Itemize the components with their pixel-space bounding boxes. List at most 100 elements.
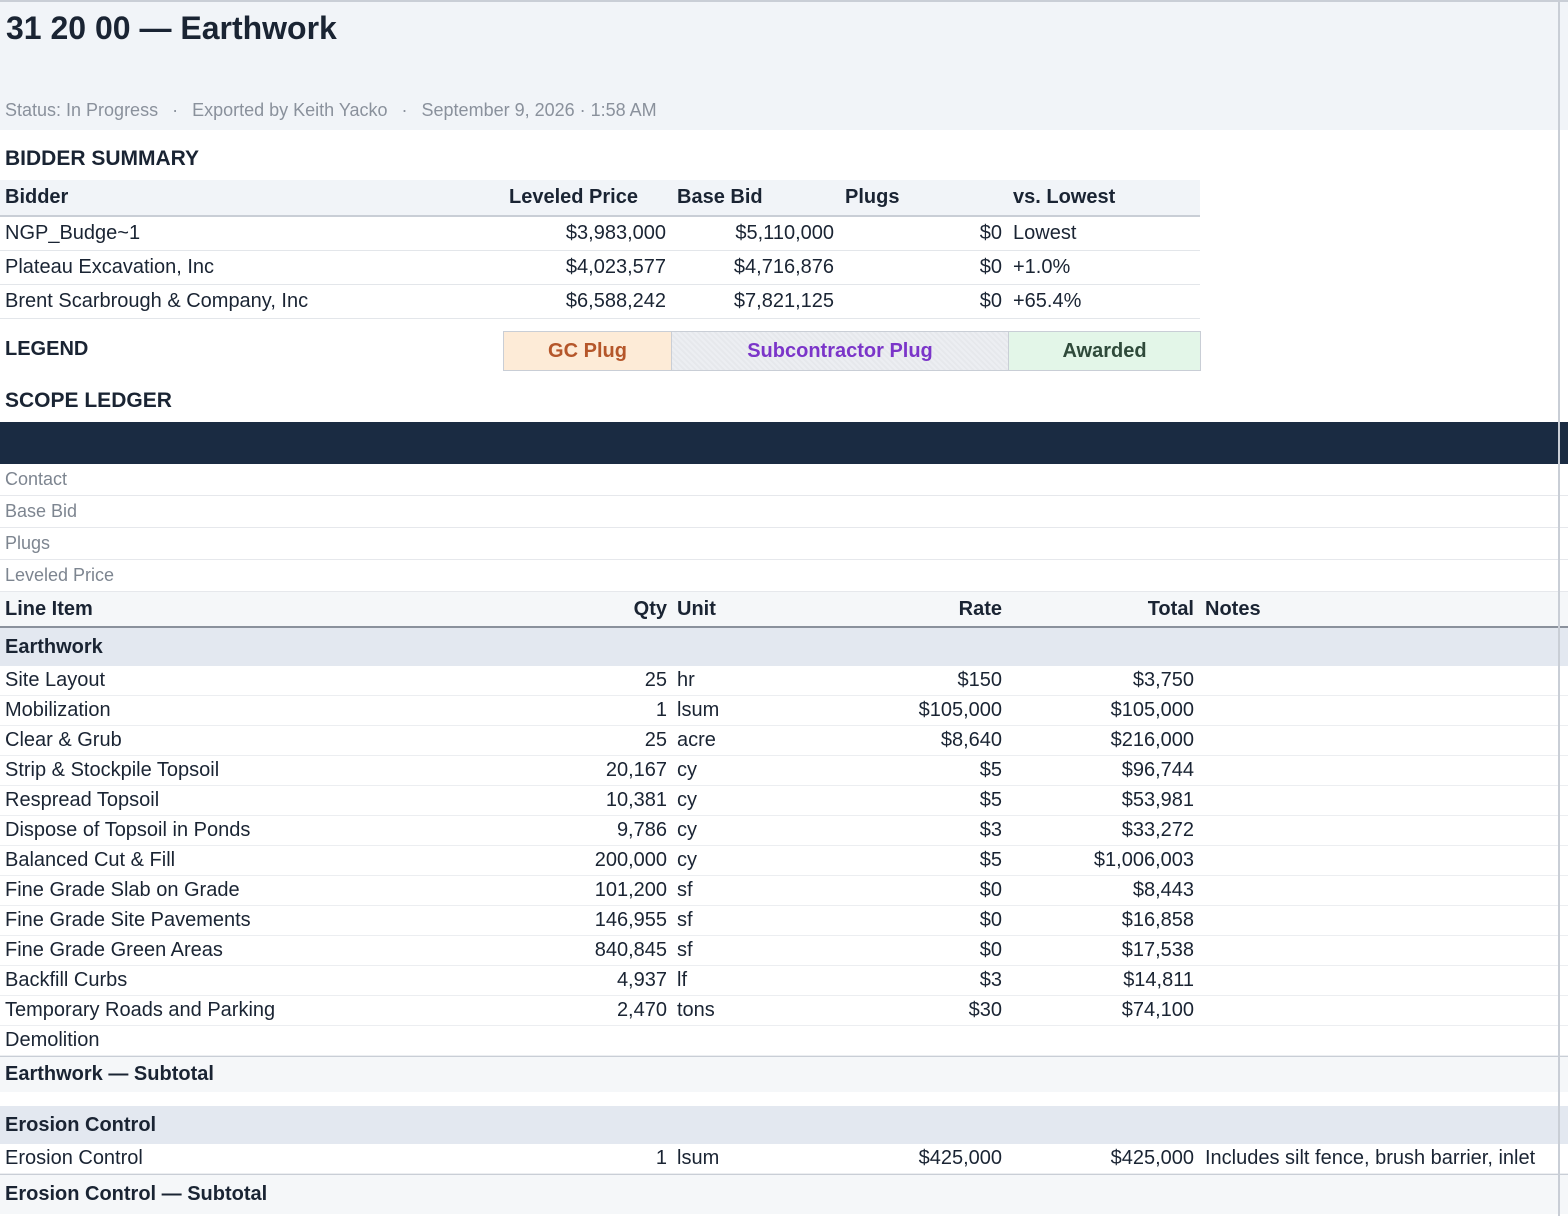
line-item-name: Fine Grade Slab on Grade: [5, 879, 240, 901]
col-total: Total: [1147, 597, 1194, 620]
table-row: Backfill Curbs 4,937 lf $3 $14,811: [0, 966, 1568, 996]
group-header-row: Erosion Control: [0, 1106, 1568, 1144]
qty-value: [560, 1026, 667, 1055]
line-item-name: Demolition: [5, 1029, 100, 1051]
col-plugs: Plugs: [845, 186, 900, 208]
base-bid: $5,110,000: [735, 222, 834, 244]
bidder-name: NGP_Budge~1: [5, 222, 141, 244]
legend-subcontractor-plug: Subcontractor Plug: [671, 331, 1009, 371]
line-item-name: Fine Grade Green Areas: [5, 939, 223, 961]
rate-value: $150: [957, 669, 1003, 691]
total-value: $425,000: [1110, 1147, 1194, 1169]
col-leveled-price: Leveled Price: [509, 186, 638, 208]
unit-value: acre: [677, 729, 716, 751]
unit-value: cy: [677, 789, 697, 811]
vs-lowest: +1.0%: [1013, 256, 1071, 278]
qty-value: 20,167: [605, 759, 667, 781]
line-item-name: Strip & Stockpile Topsoil: [5, 759, 220, 781]
leveled-price: $3,983,000: [565, 222, 666, 244]
line-item-name: Fine Grade Site Pavements: [5, 909, 251, 931]
col-vs-lowest: vs. Lowest: [1013, 186, 1116, 208]
vs-lowest: Lowest: [1013, 222, 1077, 244]
unit-value: tons: [677, 999, 715, 1021]
col-bidder: Bidder: [5, 186, 69, 208]
meta-row-label: Contact: [5, 469, 68, 489]
bidder-name: Brent Scarbrough & Company, Inc: [5, 290, 309, 312]
rate-value: $5: [979, 789, 1002, 811]
bidder-columns-bar: [0, 422, 1568, 464]
total-value: $1,006,003: [1093, 849, 1194, 871]
qty-value: 1: [655, 1147, 667, 1169]
leveled-price: $4,023,577: [565, 256, 666, 278]
total-value: $216,000: [1110, 729, 1194, 751]
header-band: [0, 0, 1568, 130]
subtotal-label: Erosion Control — Subtotal: [5, 1183, 268, 1205]
rate-value: $5: [979, 759, 1002, 781]
table-row: Temporary Roads and Parking 2,470 tons $30 $…: [0, 996, 1568, 1026]
table-row: Fine Grade Green Areas 840,845 sf $0 $17,538: [0, 936, 1568, 966]
total-value: $96,744: [1121, 759, 1194, 781]
line-item-name: Backfill Curbs: [5, 969, 128, 991]
subtotal-label: Earthwork — Subtotal: [5, 1063, 214, 1085]
line-item-name: Temporary Roads and Parking: [5, 999, 276, 1021]
line-item-name: Respread Topsoil: [5, 789, 160, 811]
col-qty: Qty: [633, 597, 667, 620]
separator: ·: [172, 100, 179, 120]
notes-value: Includes silt fence, brush barrier, inle…: [1205, 1147, 1536, 1169]
rate-value: $425,000: [918, 1147, 1002, 1169]
subtotal-row: Earthwork — Subtotal: [0, 1056, 1568, 1092]
table-row: Strip & Stockpile Topsoil 20,167 cy $5 $96,7…: [0, 756, 1568, 786]
bidder-summary-header: Bidder Leveled Price Base Bid Plugs vs. …: [0, 180, 1200, 217]
qty-value: 200,000: [594, 849, 667, 871]
col-line-item: Line Item: [5, 597, 93, 620]
legend-awarded: Awarded: [1008, 331, 1201, 371]
table-row: Balanced Cut & Fill 200,000 cy $5 $1,006,003: [0, 846, 1568, 876]
rate-value: $0: [979, 939, 1002, 961]
legend-title: LEGEND: [5, 338, 89, 360]
bidder-row: Plateau Excavation, Inc $4,023,577 $4,716,…: [0, 251, 1200, 285]
legend-gc-plug: GC Plug: [503, 331, 672, 371]
col-notes: Notes: [1205, 597, 1261, 620]
meta-row-base-bid: Base Bid: [0, 496, 1568, 528]
meta-row-plugs: Plugs: [0, 528, 1568, 560]
rate-value: $0: [979, 879, 1002, 901]
unit-value: sf: [677, 939, 693, 961]
total-value: $14,811: [1123, 969, 1194, 991]
col-base-bid: Base Bid: [677, 186, 763, 208]
unit-value: cy: [677, 759, 697, 781]
qty-value: 4,937: [616, 969, 667, 991]
qty-value: 25: [644, 729, 667, 751]
line-item-name: Site Layout: [5, 669, 106, 691]
subtotal-row: Erosion Control — Subtotal: [0, 1174, 1568, 1214]
export-meta: Status: In Progress · Exported by Keith Ya…: [5, 100, 657, 121]
rate-value: $0: [979, 909, 1002, 931]
bidder-row: Brent Scarbrough & Company, Inc $6,588,24…: [0, 285, 1200, 319]
unit-value: lsum: [677, 699, 720, 721]
qty-value: 10,381: [605, 789, 667, 811]
total-value: $8,443: [1132, 879, 1194, 901]
base-bid: $7,821,125: [733, 290, 834, 312]
unit-value: cy: [677, 849, 697, 871]
rate-value: $3: [979, 969, 1002, 991]
unit-value: hr: [677, 669, 695, 691]
col-rate: Rate: [958, 597, 1002, 620]
total-value: [1040, 1026, 1194, 1055]
rate-value: $30: [968, 999, 1002, 1021]
plugs-value: $0: [979, 222, 1002, 244]
ledger-header: Line Item Qty Unit Rate Total Notes: [0, 592, 1568, 628]
meta-row-label: Leveled Price: [5, 565, 115, 585]
group-header-row: Earthwork: [0, 628, 1568, 666]
line-item-name: Dispose of Topsoil in Ponds: [5, 819, 251, 841]
bidder-row: NGP_Budge~1 $3,983,000 $5,110,000 $0 Lowest: [0, 217, 1200, 251]
table-row: Respread Topsoil 10,381 cy $5 $53,981: [0, 786, 1568, 816]
col-unit: Unit: [677, 597, 716, 620]
total-value: $3,750: [1132, 669, 1194, 691]
timestamp-text: September 9, 2026 · 1:58 AM: [421, 100, 657, 120]
line-item-name: Erosion Control: [5, 1147, 143, 1169]
bidder-name: Plateau Excavation, Inc: [5, 256, 215, 278]
page-title: 31 20 00 — Earthwork: [6, 10, 337, 46]
table-row: Demolition: [0, 1026, 1568, 1056]
table-row: Fine Grade Slab on Grade 101,200 sf $0 $8,44…: [0, 876, 1568, 906]
unit-value: cy: [677, 819, 697, 841]
group-name: Erosion Control: [5, 1113, 157, 1136]
